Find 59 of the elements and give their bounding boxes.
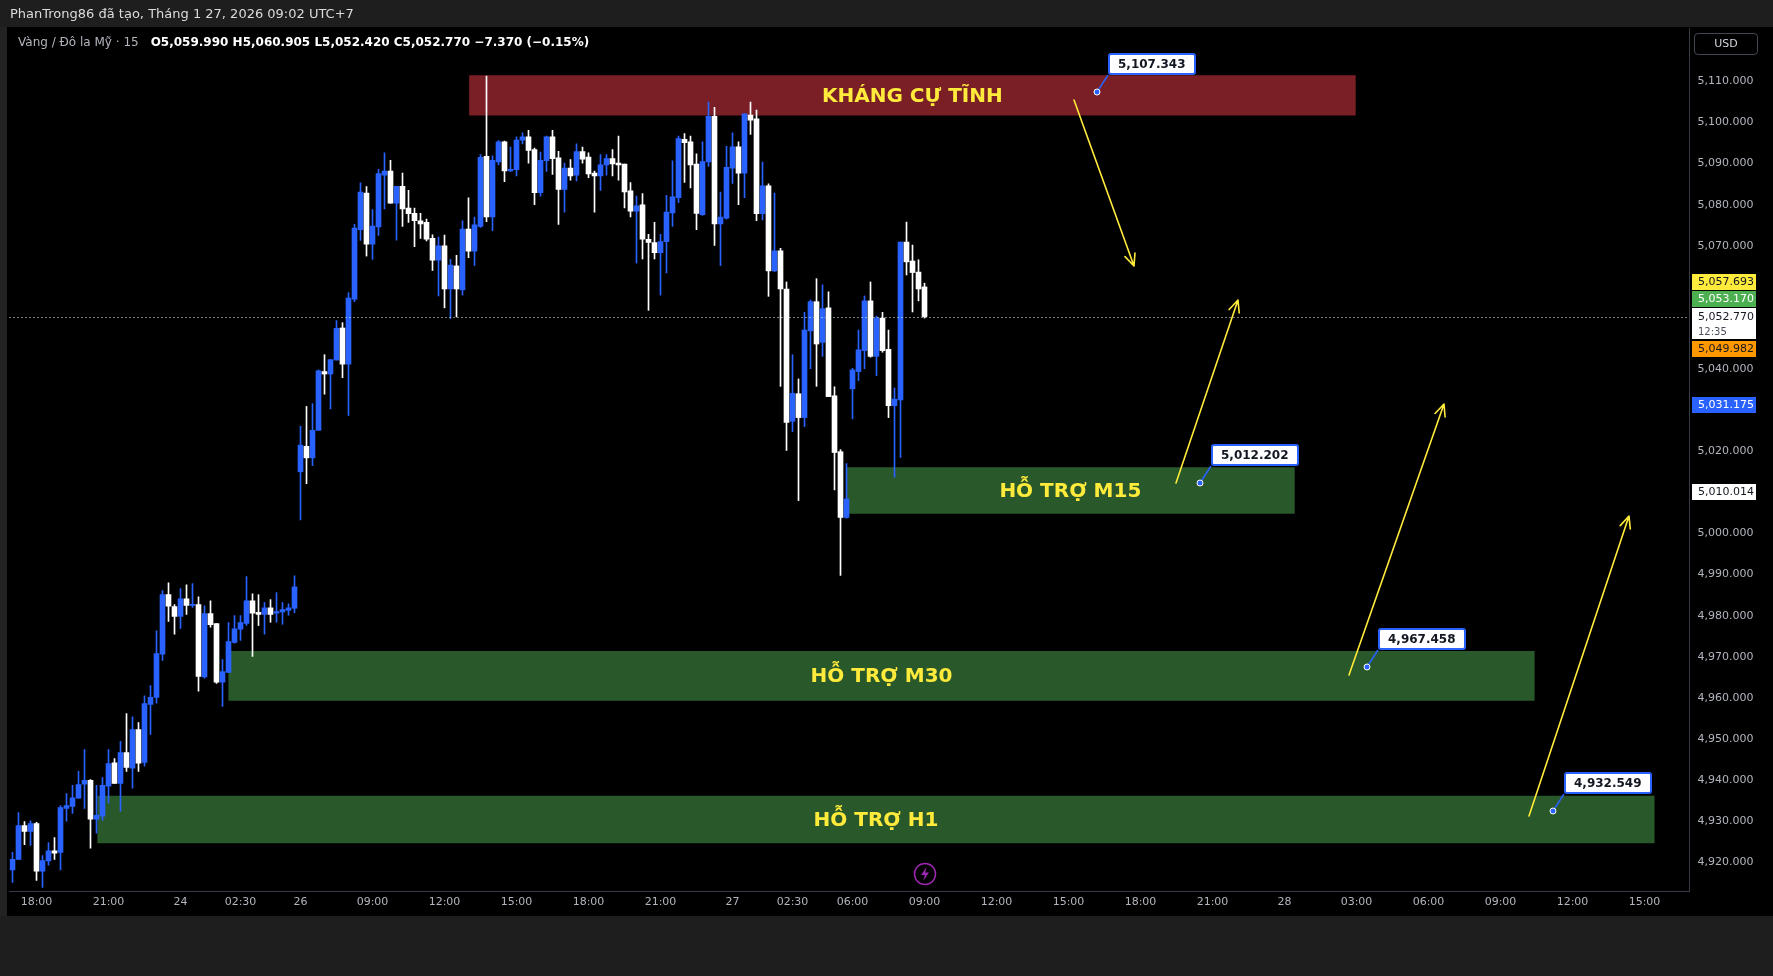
x-tick-label: 18:00 <box>572 895 605 909</box>
text: 5,031.175 <box>1692 397 1756 413</box>
text: 5,057.693 <box>1692 274 1756 290</box>
y-tick-label: 5,070.000 <box>1697 238 1754 252</box>
y-tick-label: 4,950.000 <box>1697 731 1754 745</box>
band-label: HỖ TRỢ M30 <box>810 660 953 688</box>
y-tick-label: 5,040.000 <box>1697 361 1754 375</box>
x-tick-label: 15:00 <box>1628 895 1661 909</box>
x-tick-label: 15:00 <box>1052 895 1085 909</box>
y-tick-label: 4,940.000 <box>1697 772 1754 786</box>
x-tick-label: 06:00 <box>836 895 869 909</box>
y-tick-label: 4,980.000 <box>1697 608 1754 622</box>
x-tick-label: 21:00 <box>1196 895 1229 909</box>
band-label: HỖ TRỢ M15 <box>999 474 1142 502</box>
y-tick-label: 4,990.000 <box>1697 567 1754 581</box>
y-tick-label: 5,080.000 <box>1697 197 1754 211</box>
x-tick-label: 21:00 <box>92 895 125 909</box>
x-tick-label: 12:00 <box>428 895 461 909</box>
x-tick-label: 18:00 <box>1124 895 1157 909</box>
y-tick-label: 5,000.000 <box>1697 526 1754 540</box>
band-label: HỖ TRỢ H1 <box>813 803 939 831</box>
text: Vàng / Đô la Mỹ · 15 <box>18 35 139 50</box>
x-tick-label: 24 <box>173 895 188 909</box>
x-tick-label: 26 <box>293 895 308 909</box>
y-tick-label: 4,920.000 <box>1697 855 1754 869</box>
x-tick-label: 09:00 <box>356 895 389 909</box>
x-tick-label: 12:00 <box>1556 895 1589 909</box>
annotation: 5,107.343 <box>1108 53 1196 75</box>
annotation: 4,932.549 <box>1564 772 1652 794</box>
text: 5,049.982 <box>1692 341 1756 357</box>
band-label: KHÁNG CỰ TĨNH <box>822 82 1003 107</box>
text: 5,010.014 <box>1692 484 1756 500</box>
ref-line-label: 5,052.770 <box>1698 308 1755 325</box>
x-tick-label: 09:00 <box>908 895 941 909</box>
x-tick-label: 03:00 <box>1340 895 1373 909</box>
x-tick-label: 28 <box>1277 895 1292 909</box>
y-tick-label: 5,090.000 <box>1697 156 1754 170</box>
y-axis-title: USD <box>1694 33 1758 55</box>
y-tick-label: 5,110.000 <box>1697 74 1754 88</box>
x-tick-label: 18:00 <box>20 895 53 909</box>
x-tick-label: 09:00 <box>1484 895 1517 909</box>
text: O5,059.990 H5,060.905 L5,052.420 C5,052.770 −7.370 (−0.15%) <box>150 35 590 50</box>
x-tick-label: 15:00 <box>500 895 533 909</box>
x-tick-label: 21:00 <box>644 895 677 909</box>
y-tick-label: 4,970.000 <box>1697 649 1754 663</box>
x-tick-label: 27 <box>725 895 740 909</box>
x-tick-label: 02:30 <box>776 895 809 909</box>
y-tick-label: 4,960.000 <box>1697 690 1754 704</box>
annotation: 4,967.458 <box>1378 628 1466 650</box>
x-tick-label: 06:00 <box>1412 895 1445 909</box>
annotation: 5,012.202 <box>1211 444 1299 466</box>
text: 12:35 <box>1698 324 1728 339</box>
y-tick-label: 4,930.000 <box>1697 814 1754 827</box>
x-tick-label: 12:00 <box>980 895 1013 909</box>
x-tick-label: 02:30 <box>224 895 257 909</box>
text: 5,053.170 <box>1692 291 1756 307</box>
y-tick-label: 5,020.000 <box>1697 444 1754 458</box>
text: PhanTrong86 đã tạo, Tháng 1 27, 2026 09:02 UTC+7 <box>10 6 354 22</box>
y-tick-label: 5,100.000 <box>1697 115 1754 129</box>
